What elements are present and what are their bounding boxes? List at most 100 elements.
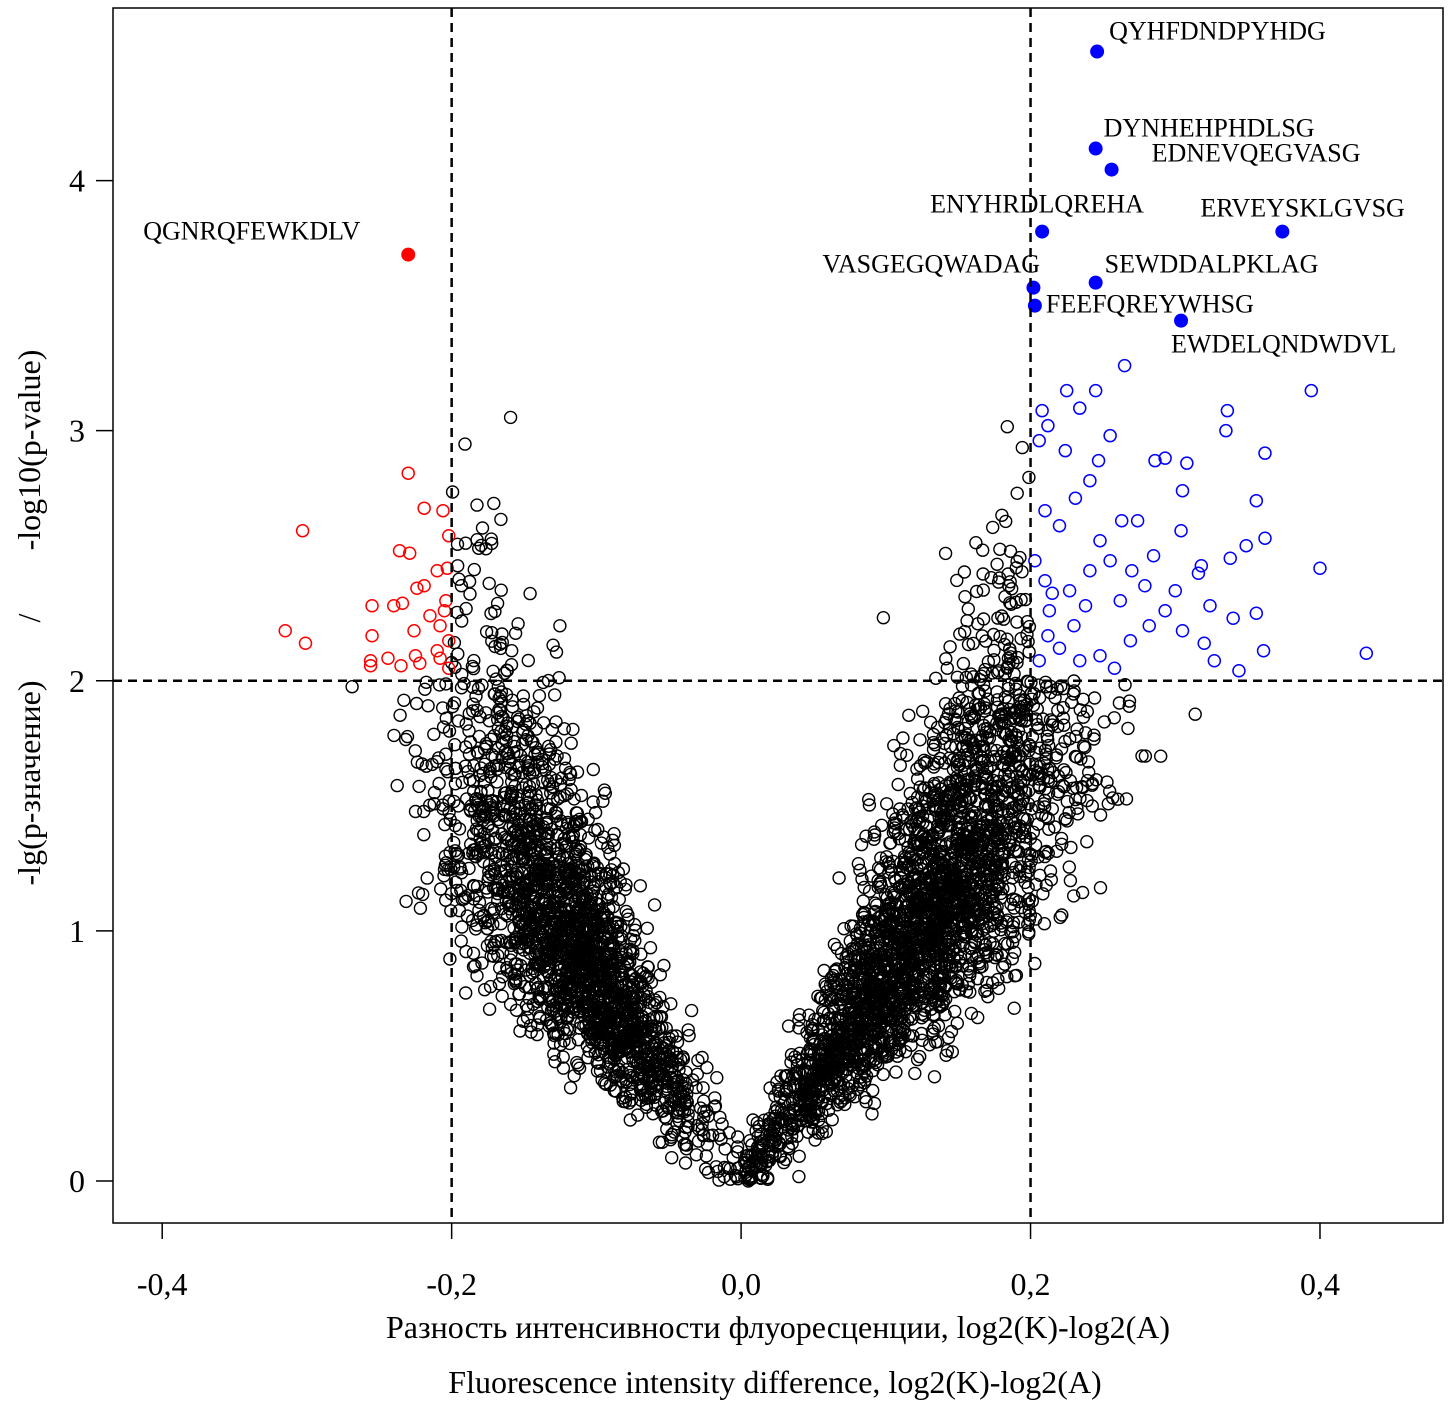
data-point bbox=[823, 978, 838, 993]
data-point bbox=[875, 1050, 889, 1064]
data-point bbox=[956, 656, 971, 671]
data-point bbox=[830, 1038, 845, 1053]
data-point bbox=[1026, 825, 1041, 839]
data-point bbox=[1028, 956, 1042, 971]
data-point bbox=[996, 702, 1010, 716]
data-point bbox=[1024, 802, 1039, 816]
data-point bbox=[451, 714, 466, 728]
data-point bbox=[635, 1063, 649, 1077]
data-point bbox=[472, 541, 486, 555]
data-point bbox=[436, 701, 450, 715]
data-point bbox=[1119, 792, 1134, 806]
data-point bbox=[470, 498, 484, 512]
data-point bbox=[896, 1030, 910, 1045]
data-point bbox=[931, 985, 945, 999]
data-point bbox=[535, 990, 549, 1004]
data-point bbox=[1019, 713, 1034, 727]
data-point bbox=[488, 639, 502, 654]
data-point bbox=[1043, 685, 1058, 700]
data-point bbox=[555, 818, 569, 832]
data-point bbox=[1033, 741, 1047, 755]
data-point bbox=[938, 736, 952, 751]
data-point bbox=[658, 1110, 672, 1124]
data-point bbox=[519, 963, 533, 977]
data-point bbox=[476, 800, 491, 814]
data-point bbox=[861, 914, 875, 928]
data-point bbox=[593, 1064, 608, 1078]
data-point bbox=[463, 735, 478, 749]
data-point bbox=[603, 964, 617, 978]
data-point bbox=[781, 1019, 796, 1033]
data-point bbox=[943, 640, 957, 654]
data-point bbox=[549, 645, 564, 659]
data-point bbox=[478, 916, 492, 930]
data-point bbox=[621, 912, 635, 926]
data-point bbox=[950, 573, 964, 588]
data-point bbox=[1016, 705, 1031, 720]
data-point bbox=[546, 951, 560, 965]
data-point bbox=[908, 822, 922, 836]
data-point bbox=[924, 890, 939, 904]
data-point bbox=[953, 983, 967, 997]
data-point bbox=[951, 755, 965, 769]
data-point bbox=[482, 1002, 497, 1016]
data-point bbox=[412, 779, 426, 794]
data-point bbox=[486, 823, 500, 838]
data-point bbox=[606, 868, 620, 883]
data-point bbox=[965, 772, 979, 786]
data-point bbox=[846, 983, 861, 998]
data-point bbox=[913, 733, 927, 747]
data-point bbox=[475, 521, 490, 535]
data-point bbox=[496, 946, 510, 960]
data-point bbox=[973, 701, 988, 715]
data-point bbox=[1138, 749, 1153, 763]
data-point bbox=[606, 1042, 621, 1056]
data-point bbox=[598, 870, 613, 885]
data-point bbox=[1093, 881, 1108, 895]
data-point bbox=[977, 697, 991, 711]
data-point bbox=[469, 689, 483, 703]
data-point bbox=[826, 1000, 841, 1014]
data-point bbox=[553, 790, 567, 804]
data-point bbox=[966, 670, 980, 684]
data-point bbox=[615, 950, 629, 965]
data-point bbox=[624, 1030, 639, 1044]
data-point bbox=[976, 543, 990, 557]
data-point bbox=[519, 855, 533, 869]
data-point bbox=[631, 1108, 645, 1122]
data-point bbox=[880, 1025, 894, 1039]
data-point bbox=[592, 897, 606, 912]
data-point bbox=[1075, 885, 1090, 900]
data-point bbox=[1058, 812, 1072, 826]
data-point bbox=[562, 772, 576, 787]
data-point bbox=[895, 941, 910, 955]
data-point bbox=[887, 956, 902, 970]
data-point bbox=[749, 1124, 763, 1138]
data-point bbox=[926, 727, 941, 742]
data-point bbox=[922, 925, 936, 939]
data-point bbox=[995, 960, 1010, 975]
data-point bbox=[717, 1160, 732, 1175]
data-point bbox=[1000, 420, 1014, 434]
data-point bbox=[470, 798, 484, 812]
data-point bbox=[494, 583, 508, 597]
data-point bbox=[555, 918, 570, 932]
data-point bbox=[978, 787, 992, 801]
data-point bbox=[549, 773, 563, 788]
data-point bbox=[474, 538, 488, 553]
data-point bbox=[896, 969, 910, 983]
data-point bbox=[547, 1036, 561, 1050]
data-point bbox=[448, 738, 462, 752]
data-point bbox=[390, 778, 404, 793]
data-point bbox=[905, 895, 920, 909]
data-point bbox=[832, 1076, 847, 1091]
data-point bbox=[623, 990, 638, 1004]
data-point bbox=[924, 835, 938, 849]
data-point bbox=[828, 964, 843, 979]
data-point bbox=[853, 863, 867, 877]
data-point bbox=[896, 731, 910, 745]
data-point bbox=[447, 794, 461, 809]
data-point bbox=[556, 1061, 571, 1075]
data-point bbox=[650, 996, 664, 1010]
data-point bbox=[528, 748, 542, 762]
